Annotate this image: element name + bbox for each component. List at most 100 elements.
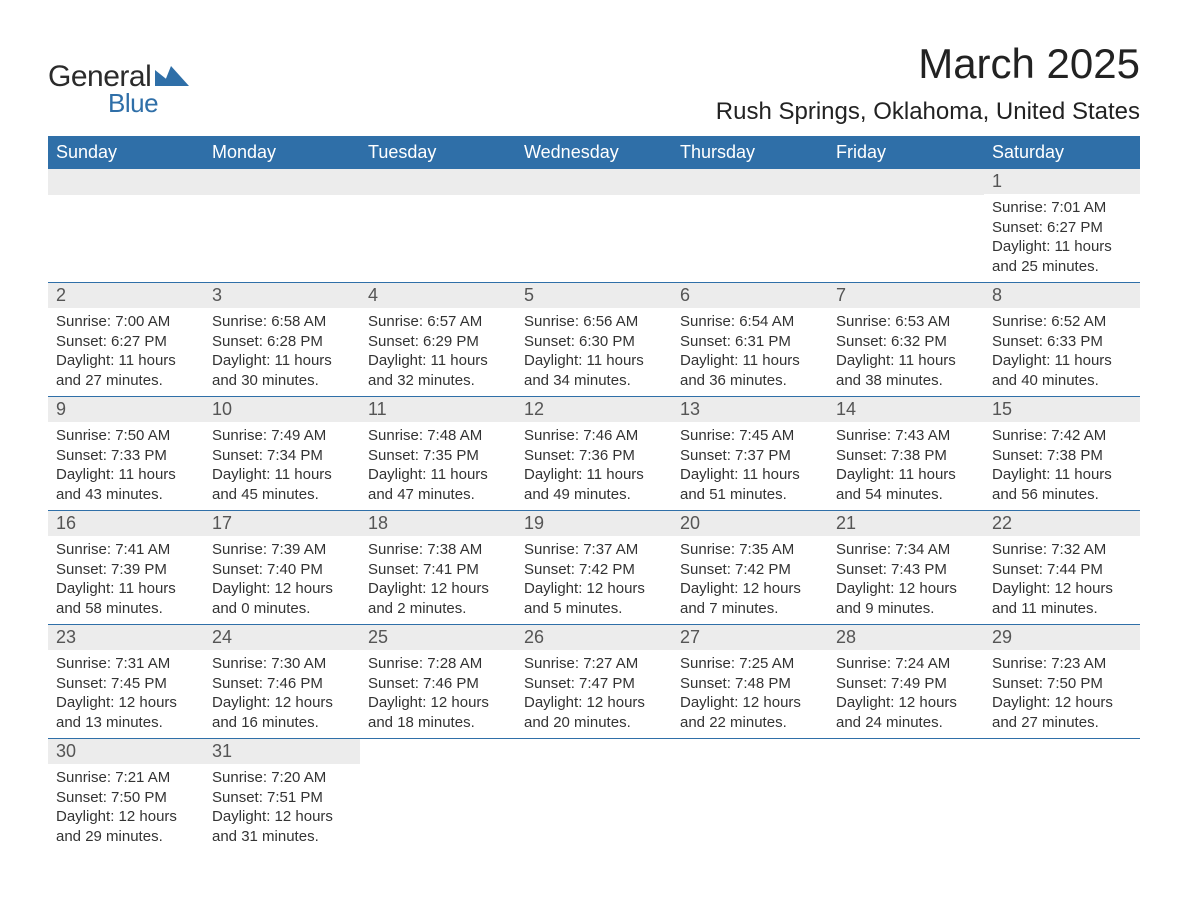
daylight-text: Daylight: 11 hours and 47 minutes. — [368, 465, 508, 504]
day-cell — [204, 169, 360, 282]
day-cell — [828, 169, 984, 282]
day-cell: 18Sunrise: 7:38 AMSunset: 7:41 PMDayligh… — [360, 511, 516, 624]
sunset-text: Sunset: 7:50 PM — [56, 788, 196, 808]
sunset-text: Sunset: 7:44 PM — [992, 560, 1132, 580]
day-cell: 19Sunrise: 7:37 AMSunset: 7:42 PMDayligh… — [516, 511, 672, 624]
sunset-text: Sunset: 7:50 PM — [992, 674, 1132, 694]
sunset-text: Sunset: 7:48 PM — [680, 674, 820, 694]
day-cell — [516, 739, 672, 852]
day-body: Sunrise: 7:00 AMSunset: 6:27 PMDaylight:… — [48, 308, 204, 396]
day-body: Sunrise: 7:34 AMSunset: 7:43 PMDaylight:… — [828, 536, 984, 624]
sunset-text: Sunset: 7:46 PM — [368, 674, 508, 694]
sunset-text: Sunset: 7:51 PM — [212, 788, 352, 808]
day-body: Sunrise: 7:42 AMSunset: 7:38 PMDaylight:… — [984, 422, 1140, 510]
day-body: Sunrise: 7:37 AMSunset: 7:42 PMDaylight:… — [516, 536, 672, 624]
day-number: 28 — [828, 625, 984, 650]
day-cell: 22Sunrise: 7:32 AMSunset: 7:44 PMDayligh… — [984, 511, 1140, 624]
sunrise-text: Sunrise: 7:46 AM — [524, 426, 664, 446]
day-header-cell: Saturday — [984, 136, 1140, 169]
sunset-text: Sunset: 7:49 PM — [836, 674, 976, 694]
sunrise-text: Sunrise: 7:32 AM — [992, 540, 1132, 560]
week-row: 9Sunrise: 7:50 AMSunset: 7:33 PMDaylight… — [48, 396, 1140, 510]
sunrise-text: Sunrise: 7:38 AM — [368, 540, 508, 560]
day-body: Sunrise: 6:56 AMSunset: 6:30 PMDaylight:… — [516, 308, 672, 396]
day-cell: 25Sunrise: 7:28 AMSunset: 7:46 PMDayligh… — [360, 625, 516, 738]
sunrise-text: Sunrise: 6:58 AM — [212, 312, 352, 332]
sunset-text: Sunset: 7:47 PM — [524, 674, 664, 694]
sunset-text: Sunset: 7:34 PM — [212, 446, 352, 466]
day-body: Sunrise: 6:57 AMSunset: 6:29 PMDaylight:… — [360, 308, 516, 396]
daylight-text: Daylight: 11 hours and 43 minutes. — [56, 465, 196, 504]
day-number — [48, 169, 204, 195]
daylight-text: Daylight: 12 hours and 0 minutes. — [212, 579, 352, 618]
day-cell: 6Sunrise: 6:54 AMSunset: 6:31 PMDaylight… — [672, 283, 828, 396]
day-cell: 3Sunrise: 6:58 AMSunset: 6:28 PMDaylight… — [204, 283, 360, 396]
day-cell — [672, 169, 828, 282]
day-number: 30 — [48, 739, 204, 764]
day-body: Sunrise: 7:28 AMSunset: 7:46 PMDaylight:… — [360, 650, 516, 738]
daylight-text: Daylight: 12 hours and 11 minutes. — [992, 579, 1132, 618]
day-number: 19 — [516, 511, 672, 536]
day-number: 14 — [828, 397, 984, 422]
week-row: 2Sunrise: 7:00 AMSunset: 6:27 PMDaylight… — [48, 282, 1140, 396]
sunrise-text: Sunrise: 7:39 AM — [212, 540, 352, 560]
day-number — [516, 739, 672, 765]
sunset-text: Sunset: 7:45 PM — [56, 674, 196, 694]
weeks-container: 1Sunrise: 7:01 AMSunset: 6:27 PMDaylight… — [48, 169, 1140, 852]
day-body: Sunrise: 7:39 AMSunset: 7:40 PMDaylight:… — [204, 536, 360, 624]
day-body: Sunrise: 7:32 AMSunset: 7:44 PMDaylight:… — [984, 536, 1140, 624]
daylight-text: Daylight: 11 hours and 36 minutes. — [680, 351, 820, 390]
sunrise-text: Sunrise: 6:56 AM — [524, 312, 664, 332]
day-body: Sunrise: 7:46 AMSunset: 7:36 PMDaylight:… — [516, 422, 672, 510]
location-subtitle: Rush Springs, Oklahoma, United States — [716, 98, 1140, 126]
week-row: 16Sunrise: 7:41 AMSunset: 7:39 PMDayligh… — [48, 510, 1140, 624]
day-header-cell: Tuesday — [360, 136, 516, 169]
sunrise-text: Sunrise: 6:53 AM — [836, 312, 976, 332]
daylight-text: Daylight: 12 hours and 29 minutes. — [56, 807, 196, 846]
day-body: Sunrise: 7:24 AMSunset: 7:49 PMDaylight:… — [828, 650, 984, 738]
day-header-row: SundayMondayTuesdayWednesdayThursdayFrid… — [48, 136, 1140, 169]
day-number: 3 — [204, 283, 360, 308]
day-cell: 1Sunrise: 7:01 AMSunset: 6:27 PMDaylight… — [984, 169, 1140, 282]
sunrise-text: Sunrise: 7:28 AM — [368, 654, 508, 674]
daylight-text: Daylight: 12 hours and 13 minutes. — [56, 693, 196, 732]
daylight-text: Daylight: 11 hours and 27 minutes. — [56, 351, 196, 390]
day-cell: 20Sunrise: 7:35 AMSunset: 7:42 PMDayligh… — [672, 511, 828, 624]
daylight-text: Daylight: 12 hours and 22 minutes. — [680, 693, 820, 732]
header: General Blue March 2025 Rush Springs, Ok… — [48, 40, 1140, 126]
day-number — [516, 169, 672, 195]
sunrise-text: Sunrise: 6:57 AM — [368, 312, 508, 332]
day-number: 29 — [984, 625, 1140, 650]
sunrise-text: Sunrise: 7:42 AM — [992, 426, 1132, 446]
day-cell: 16Sunrise: 7:41 AMSunset: 7:39 PMDayligh… — [48, 511, 204, 624]
day-cell: 14Sunrise: 7:43 AMSunset: 7:38 PMDayligh… — [828, 397, 984, 510]
sunrise-text: Sunrise: 7:48 AM — [368, 426, 508, 446]
title-block: March 2025 Rush Springs, Oklahoma, Unite… — [716, 40, 1140, 126]
day-cell: 23Sunrise: 7:31 AMSunset: 7:45 PMDayligh… — [48, 625, 204, 738]
day-number: 11 — [360, 397, 516, 422]
sunset-text: Sunset: 6:28 PM — [212, 332, 352, 352]
sunrise-text: Sunrise: 6:54 AM — [680, 312, 820, 332]
sunset-text: Sunset: 7:38 PM — [992, 446, 1132, 466]
sunset-text: Sunset: 7:41 PM — [368, 560, 508, 580]
sunset-text: Sunset: 7:36 PM — [524, 446, 664, 466]
day-number: 21 — [828, 511, 984, 536]
day-number: 9 — [48, 397, 204, 422]
day-cell: 27Sunrise: 7:25 AMSunset: 7:48 PMDayligh… — [672, 625, 828, 738]
day-number: 16 — [48, 511, 204, 536]
daylight-text: Daylight: 11 hours and 54 minutes. — [836, 465, 976, 504]
day-body: Sunrise: 7:21 AMSunset: 7:50 PMDaylight:… — [48, 764, 204, 852]
day-body: Sunrise: 7:41 AMSunset: 7:39 PMDaylight:… — [48, 536, 204, 624]
daylight-text: Daylight: 11 hours and 58 minutes. — [56, 579, 196, 618]
day-header-cell: Friday — [828, 136, 984, 169]
day-cell: 17Sunrise: 7:39 AMSunset: 7:40 PMDayligh… — [204, 511, 360, 624]
sunrise-text: Sunrise: 7:31 AM — [56, 654, 196, 674]
sunset-text: Sunset: 6:27 PM — [56, 332, 196, 352]
logo-text-blue: Blue — [108, 88, 158, 119]
day-number — [828, 739, 984, 765]
sunrise-text: Sunrise: 7:41 AM — [56, 540, 196, 560]
day-cell: 13Sunrise: 7:45 AMSunset: 7:37 PMDayligh… — [672, 397, 828, 510]
day-cell: 2Sunrise: 7:00 AMSunset: 6:27 PMDaylight… — [48, 283, 204, 396]
day-cell: 31Sunrise: 7:20 AMSunset: 7:51 PMDayligh… — [204, 739, 360, 852]
daylight-text: Daylight: 12 hours and 31 minutes. — [212, 807, 352, 846]
